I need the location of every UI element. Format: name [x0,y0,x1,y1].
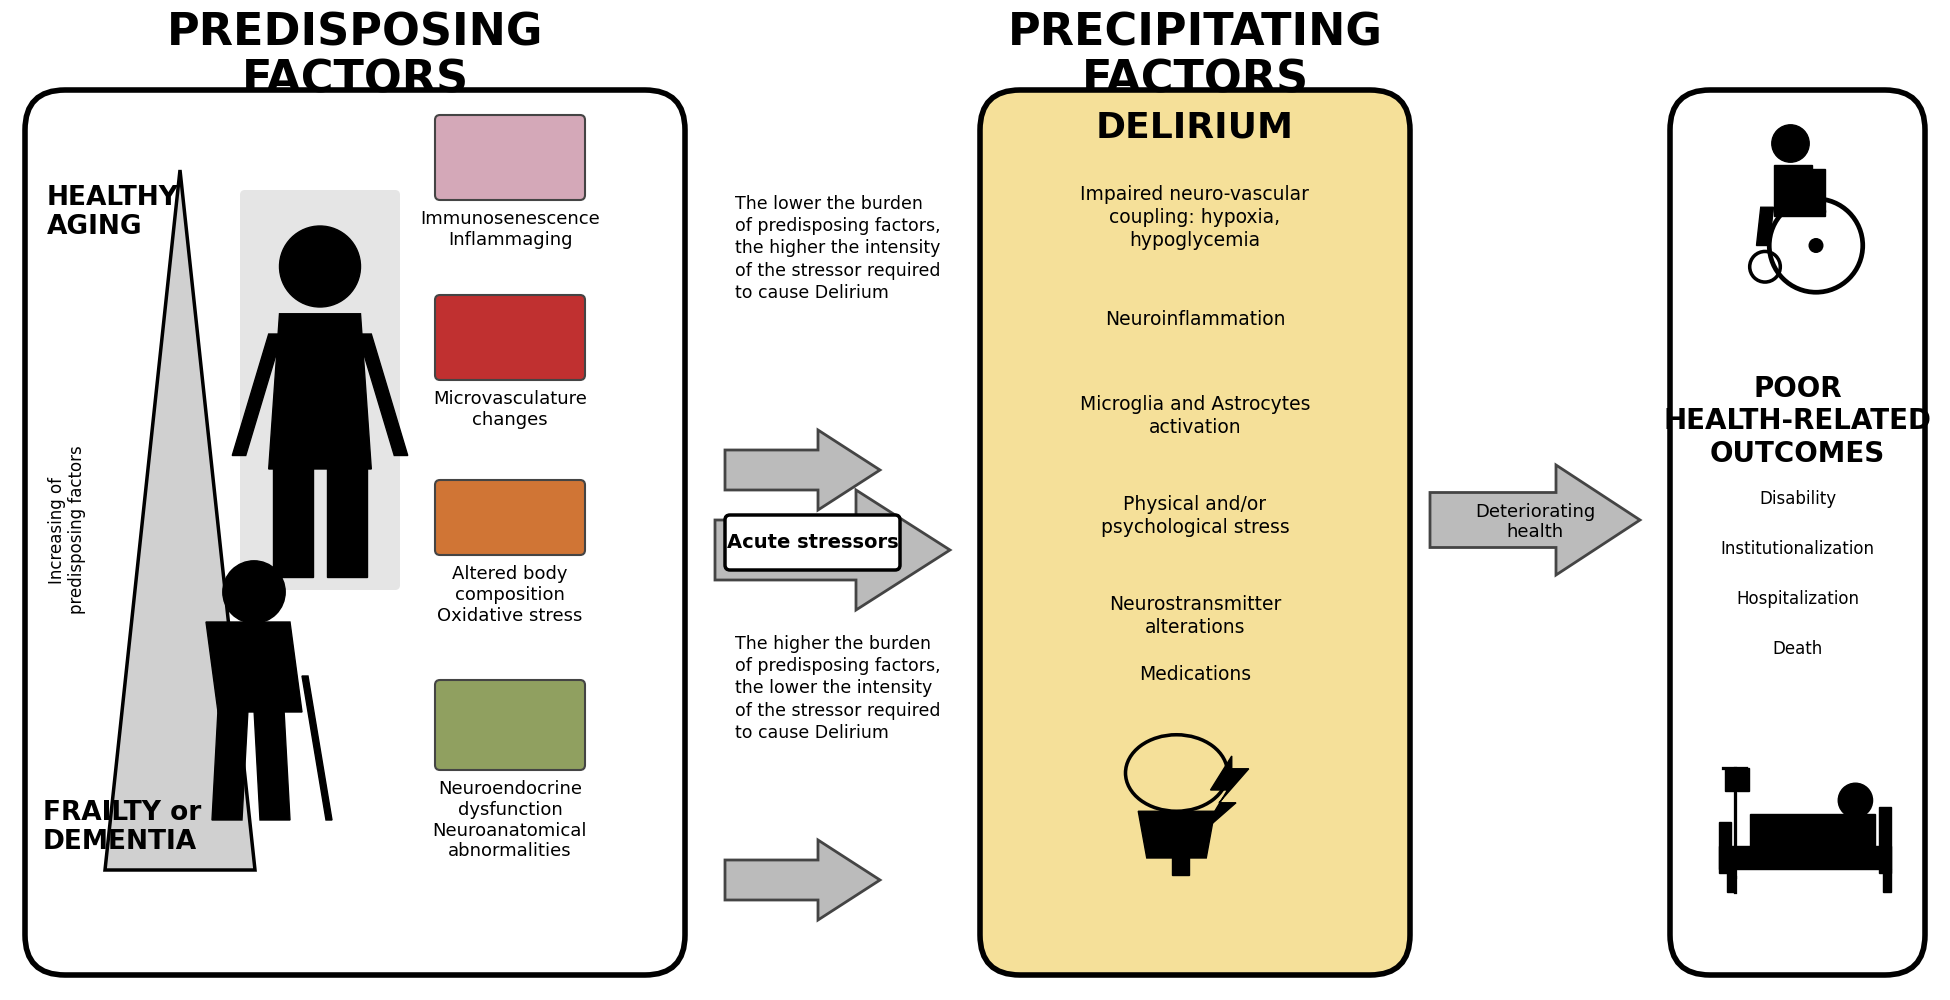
Text: Neurostransmitter
alterations: Neurostransmitter alterations [1110,595,1281,637]
Text: Physical and/or
psychological stress: Physical and/or psychological stress [1100,495,1289,537]
Circle shape [222,561,285,623]
Text: Neuroinflammation: Neuroinflammation [1106,310,1285,329]
Text: Impaired neuro-vascular
coupling: hypoxia,
hypoglycemia: Impaired neuro-vascular coupling: hypoxi… [1080,185,1310,249]
Polygon shape [269,314,370,469]
Text: Institutionalization: Institutionalization [1720,540,1874,558]
Circle shape [1810,239,1823,252]
Polygon shape [1749,814,1874,850]
Text: Hospitalization: Hospitalization [1736,590,1858,608]
Text: Immunosenescence
Inflammaging: Immunosenescence Inflammaging [419,210,601,249]
Text: Increasing of
predisposing factors: Increasing of predisposing factors [47,446,86,614]
Text: Death: Death [1773,640,1823,658]
FancyBboxPatch shape [25,90,684,975]
Text: The higher the burden
of predisposing factors,
the lower the intensity
of the st: The higher the burden of predisposing fa… [735,635,940,742]
Polygon shape [357,334,408,456]
Polygon shape [1882,869,1890,892]
FancyBboxPatch shape [435,680,585,770]
Polygon shape [1773,165,1812,212]
Polygon shape [1718,822,1730,873]
Polygon shape [1812,169,1825,212]
Polygon shape [1726,768,1736,791]
Polygon shape [328,466,367,577]
Text: FRAILTY or
DEMENTIA: FRAILTY or DEMENTIA [43,800,201,855]
Text: Medications: Medications [1139,665,1252,684]
FancyBboxPatch shape [981,90,1410,975]
Polygon shape [1726,869,1734,892]
Polygon shape [105,170,255,870]
FancyBboxPatch shape [435,115,585,200]
Text: Microvasculature
changes: Microvasculature changes [433,390,587,429]
Polygon shape [1429,465,1640,575]
Polygon shape [716,490,950,610]
Text: HEALTHY
AGING: HEALTHY AGING [47,185,179,240]
Polygon shape [1172,856,1190,875]
Circle shape [1839,783,1872,818]
FancyBboxPatch shape [725,515,901,570]
Polygon shape [1201,756,1248,832]
Polygon shape [1773,210,1825,216]
Polygon shape [302,676,332,820]
Polygon shape [207,622,302,712]
Text: DELIRIUM: DELIRIUM [1096,110,1295,144]
Circle shape [279,226,361,307]
FancyBboxPatch shape [240,190,400,590]
Text: PRECIPITATING
FACTORS: PRECIPITATING FACTORS [1008,12,1383,101]
Polygon shape [1878,807,1890,873]
FancyBboxPatch shape [435,480,585,555]
Text: PREDISPOSING
FACTORS: PREDISPOSING FACTORS [168,12,544,101]
Text: Disability: Disability [1759,490,1837,508]
Polygon shape [1139,811,1215,858]
Polygon shape [213,710,248,820]
Polygon shape [1718,846,1890,869]
Polygon shape [725,430,879,510]
Text: Microglia and Astrocytes
activation: Microglia and Astrocytes activation [1080,395,1310,437]
Text: Neuroendocrine
dysfunction
Neuroanatomical
abnormalities: Neuroendocrine dysfunction Neuroanatomic… [433,780,587,860]
Polygon shape [232,334,283,456]
Circle shape [1773,125,1810,162]
FancyBboxPatch shape [1669,90,1925,975]
Text: The lower the burden
of predisposing factors,
the higher the intensity
of the st: The lower the burden of predisposing fac… [735,195,940,302]
Text: Altered body
composition
Oxidative stress: Altered body composition Oxidative stres… [437,565,583,625]
Polygon shape [273,466,314,577]
Polygon shape [254,710,291,820]
Polygon shape [1757,207,1773,245]
Polygon shape [725,840,879,920]
Text: Acute stressors: Acute stressors [727,534,899,552]
Text: POOR
HEALTH-RELATED
OUTCOMES: POOR HEALTH-RELATED OUTCOMES [1663,375,1932,468]
Text: Deteriorating
health: Deteriorating health [1474,503,1595,541]
FancyBboxPatch shape [435,295,585,380]
Polygon shape [1737,768,1749,791]
